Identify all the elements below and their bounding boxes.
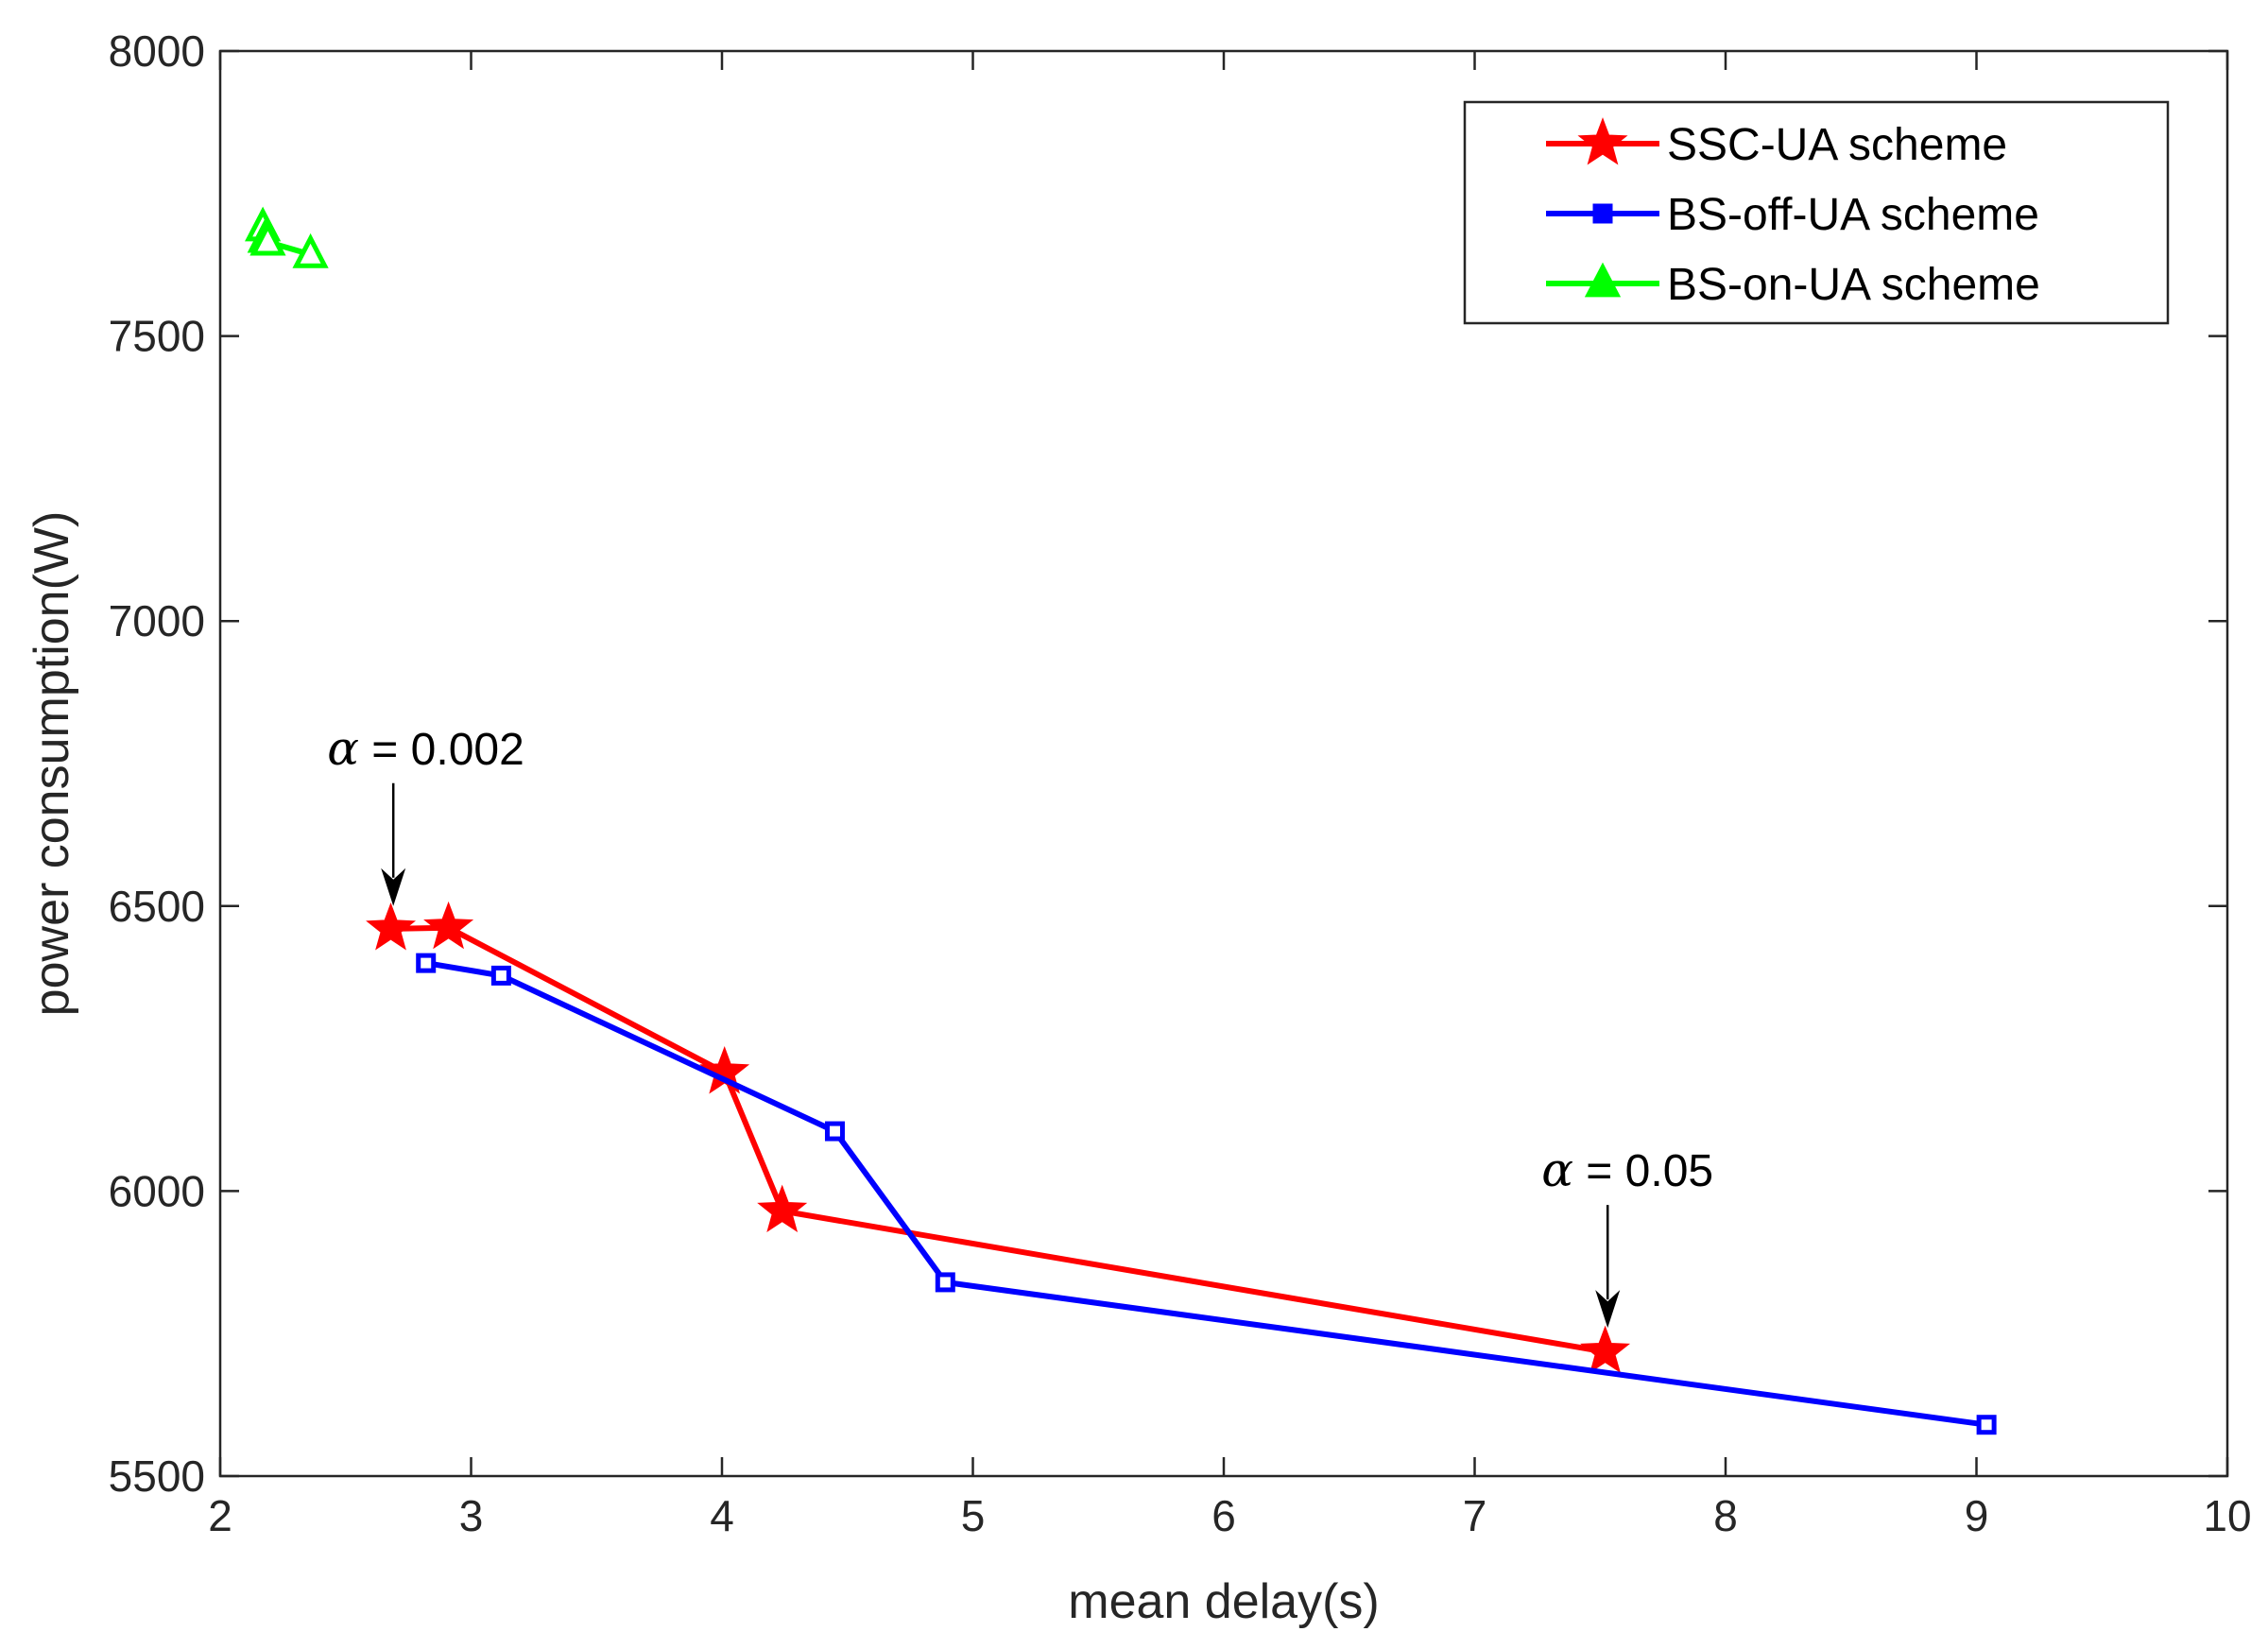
x-tick-label: 8 <box>1713 1491 1738 1540</box>
ticks-layer: 2 3 4 5 6 7 8 9 10 5500 6000 6500 7000 7500 8000 <box>109 26 2252 1540</box>
legend-item-bs-off-ua-scheme: BS-off-UA scheme <box>1546 190 2039 240</box>
y-tick-label: 6500 <box>109 882 205 931</box>
x-tick-label: 7 <box>1463 1491 1487 1540</box>
data-point-ssc-ua-scheme <box>423 901 474 950</box>
y-axis-label: power consumption(W) <box>25 511 79 1017</box>
legend: SSC-UA scheme BS-off-UA scheme BS-on-UA sc… <box>1463 100 2170 325</box>
legend-marker <box>1584 262 1622 298</box>
data-point-bs-off-ua-scheme <box>935 1272 955 1293</box>
x-tick-label: 5 <box>961 1491 986 1540</box>
annotation-label: α = 0.05 <box>1541 1142 1713 1197</box>
x-tick-label: 2 <box>208 1491 232 1540</box>
plot-frame <box>218 49 2229 1478</box>
y-tick-label: 6000 <box>109 1166 205 1215</box>
x-tick-label: 9 <box>1965 1491 1989 1540</box>
series-ssc-ua-scheme <box>366 901 1631 1374</box>
legend-marker <box>1592 203 1613 224</box>
legend-label: BS-on-UA scheme <box>1667 260 2040 310</box>
annotation-label: α = 0.002 <box>327 721 524 776</box>
legend-item-ssc-ua-scheme: SSC-UA scheme <box>1546 117 2007 170</box>
data-point-ssc-ua-scheme <box>757 1184 808 1233</box>
series-bs-on-ua-scheme <box>245 206 329 268</box>
y-tick-label: 5500 <box>109 1451 205 1501</box>
data-point-bs-off-ua-scheme <box>1976 1415 1997 1435</box>
legend-label: SSC-UA scheme <box>1667 120 2007 170</box>
x-tick-label: 4 <box>710 1491 734 1540</box>
annotation-value: = 0.002 <box>359 725 524 775</box>
y-tick-label: 7000 <box>109 596 205 645</box>
x-tick-label: 6 <box>1211 1491 1236 1540</box>
alpha-symbol: α <box>1541 1142 1573 1197</box>
y-tick-label: 7500 <box>109 312 205 361</box>
series-layer <box>245 206 1997 1435</box>
alpha-symbol: α <box>327 721 359 776</box>
annotation-value: = 0.05 <box>1573 1146 1713 1196</box>
legend-label: BS-off-UA scheme <box>1667 190 2039 240</box>
data-point-bs-off-ua-scheme <box>490 965 511 986</box>
arrow-head <box>1595 1290 1621 1329</box>
series-bs-off-ua-scheme <box>416 953 1997 1435</box>
data-point-bs-off-ua-scheme <box>416 953 437 973</box>
data-point-ssc-ua-scheme <box>1580 1325 1631 1374</box>
annotation-arrow <box>381 782 406 906</box>
data-point-bs-on-ua-scheme <box>292 232 329 268</box>
data-point-ssc-ua-scheme <box>366 902 417 951</box>
y-tick-label: 8000 <box>109 26 205 76</box>
legend-item-bs-on-ua-scheme: BS-on-UA scheme <box>1546 260 2040 310</box>
x-axis-label: mean delay(s) <box>1068 1574 1379 1629</box>
arrow-head <box>381 867 406 906</box>
annotation-arrow <box>1595 1205 1621 1329</box>
data-point-bs-off-ua-scheme <box>824 1121 845 1142</box>
data-point-bs-on-ua-scheme <box>249 220 286 256</box>
x-tick-label: 10 <box>2203 1491 2251 1540</box>
x-tick-label: 3 <box>459 1491 484 1540</box>
legend-marker <box>1577 117 1628 165</box>
